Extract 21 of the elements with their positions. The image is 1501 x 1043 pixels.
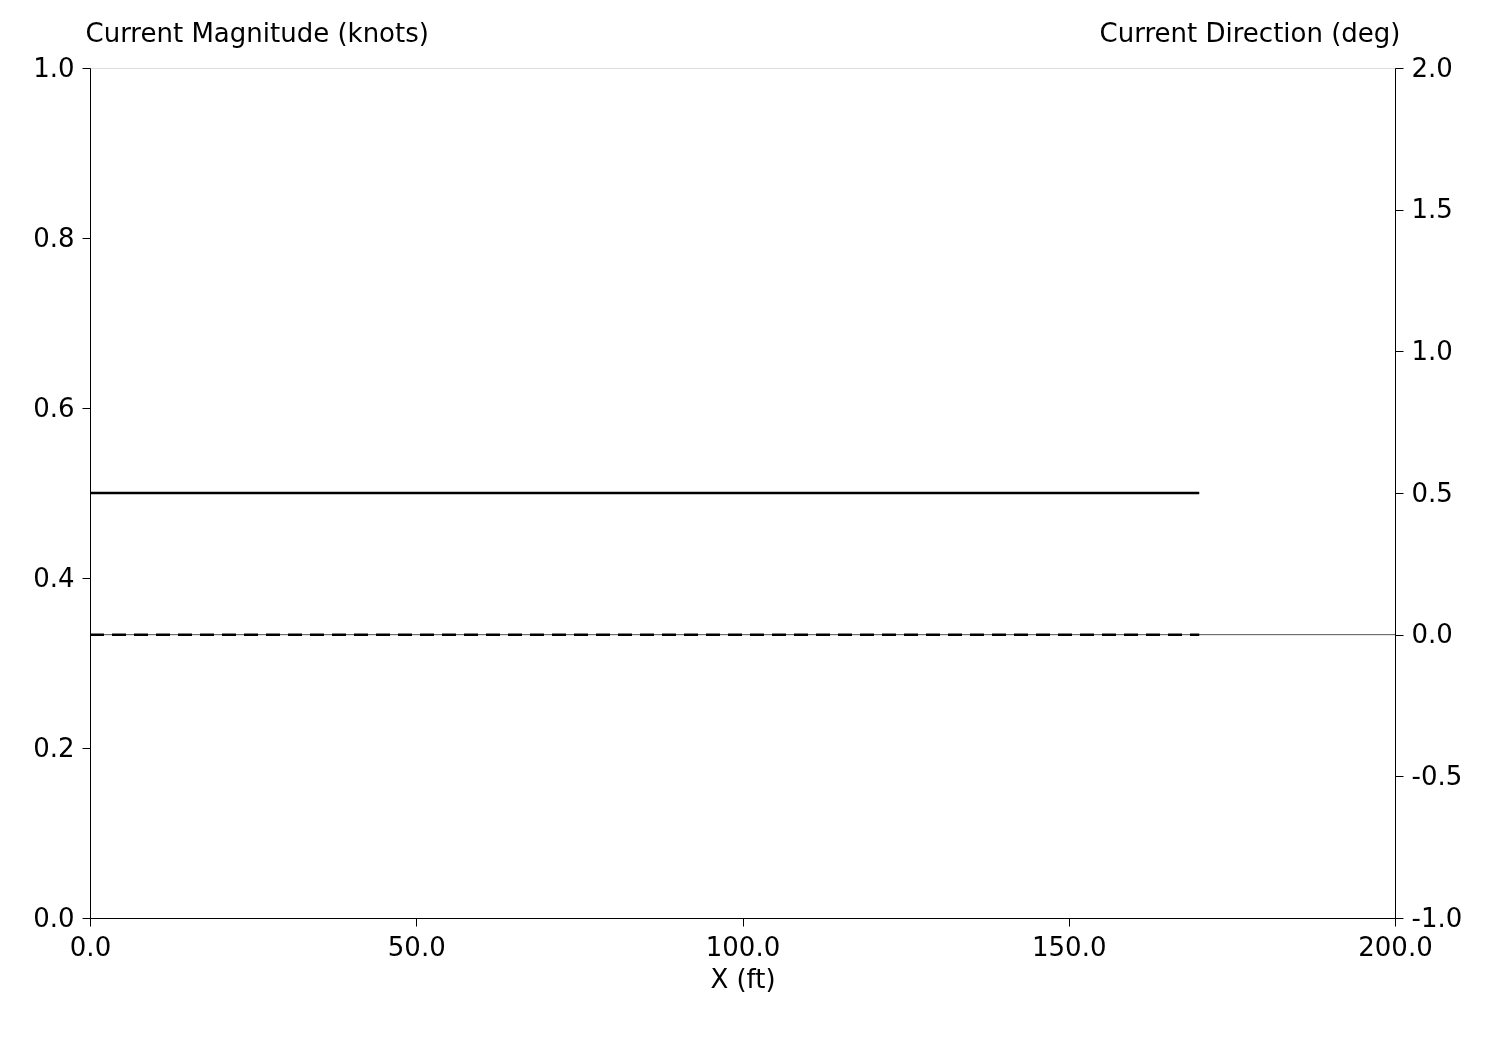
y-tick-label: 0.4 — [33, 562, 75, 593]
y-tick-label: 0.8 — [33, 222, 75, 253]
y-tick-label: 0.6 — [33, 392, 75, 423]
y-tick-label: 1.0 — [33, 52, 75, 83]
y2-tick-label: 0.5 — [1411, 477, 1453, 508]
x-tick-label: 200.0 — [1358, 931, 1433, 962]
x-tick-label: 0.0 — [69, 931, 112, 962]
y2-tick-label: 1.0 — [1411, 335, 1453, 366]
y-axis-title: Current Magnitude (knots) — [85, 17, 429, 48]
y-tick-label: 0.2 — [33, 732, 75, 763]
x-tick-label: 100.0 — [705, 931, 781, 962]
x-tick-label: 150.0 — [1032, 931, 1107, 962]
y2-tick-label: 2.0 — [1411, 52, 1453, 83]
y2-tick-label: 1.5 — [1411, 194, 1453, 225]
y2-tick-label: -1.0 — [1411, 902, 1463, 933]
x-axis-title: X (ft) — [710, 963, 776, 994]
y2-tick-label: -0.5 — [1411, 760, 1463, 791]
y-tick-label: 0.0 — [33, 902, 75, 933]
x-tick-label: 50.0 — [387, 931, 446, 962]
y2-tick-label: 0.0 — [1411, 619, 1453, 650]
y2-axis-title: Current Direction (deg) — [1099, 17, 1401, 48]
